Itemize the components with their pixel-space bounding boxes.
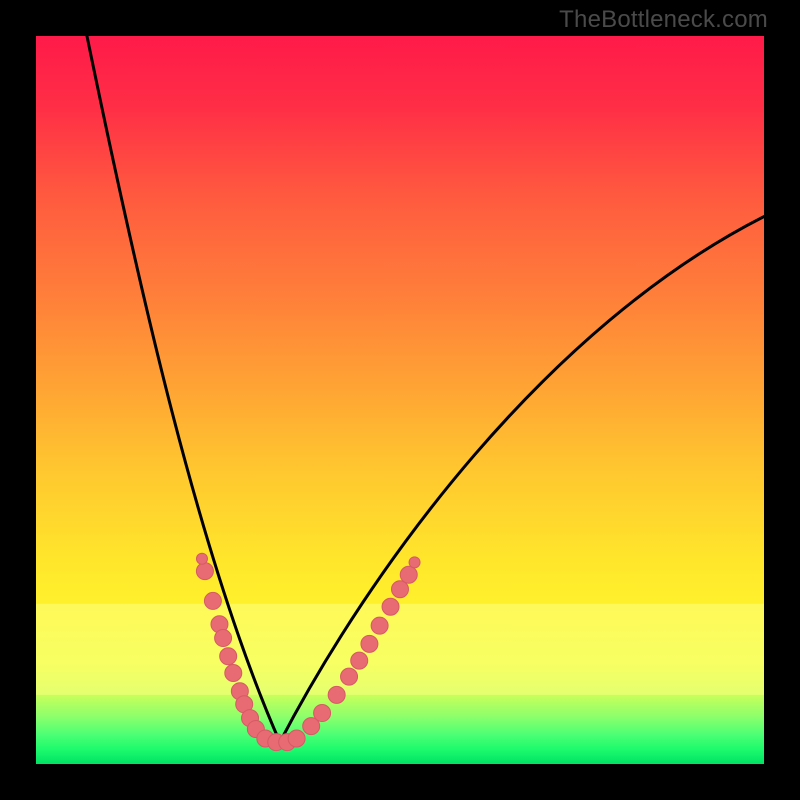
data-marker <box>288 730 305 747</box>
data-marker-endcap <box>196 553 207 564</box>
light-band <box>36 604 764 695</box>
data-marker <box>314 705 331 722</box>
data-marker <box>220 648 237 665</box>
data-marker <box>328 686 345 703</box>
data-marker <box>351 652 368 669</box>
data-marker-endcap <box>409 557 420 568</box>
data-marker <box>225 665 242 682</box>
plot-area <box>36 36 764 764</box>
data-marker <box>371 617 388 634</box>
watermark-text: TheBottleneck.com <box>559 6 768 34</box>
data-marker <box>341 668 358 685</box>
data-marker <box>382 598 399 615</box>
data-marker <box>215 630 232 647</box>
data-marker <box>400 566 417 583</box>
data-marker <box>204 592 221 609</box>
data-marker <box>392 581 409 598</box>
data-marker <box>361 635 378 652</box>
plot-svg <box>36 36 764 764</box>
data-marker <box>196 563 213 580</box>
